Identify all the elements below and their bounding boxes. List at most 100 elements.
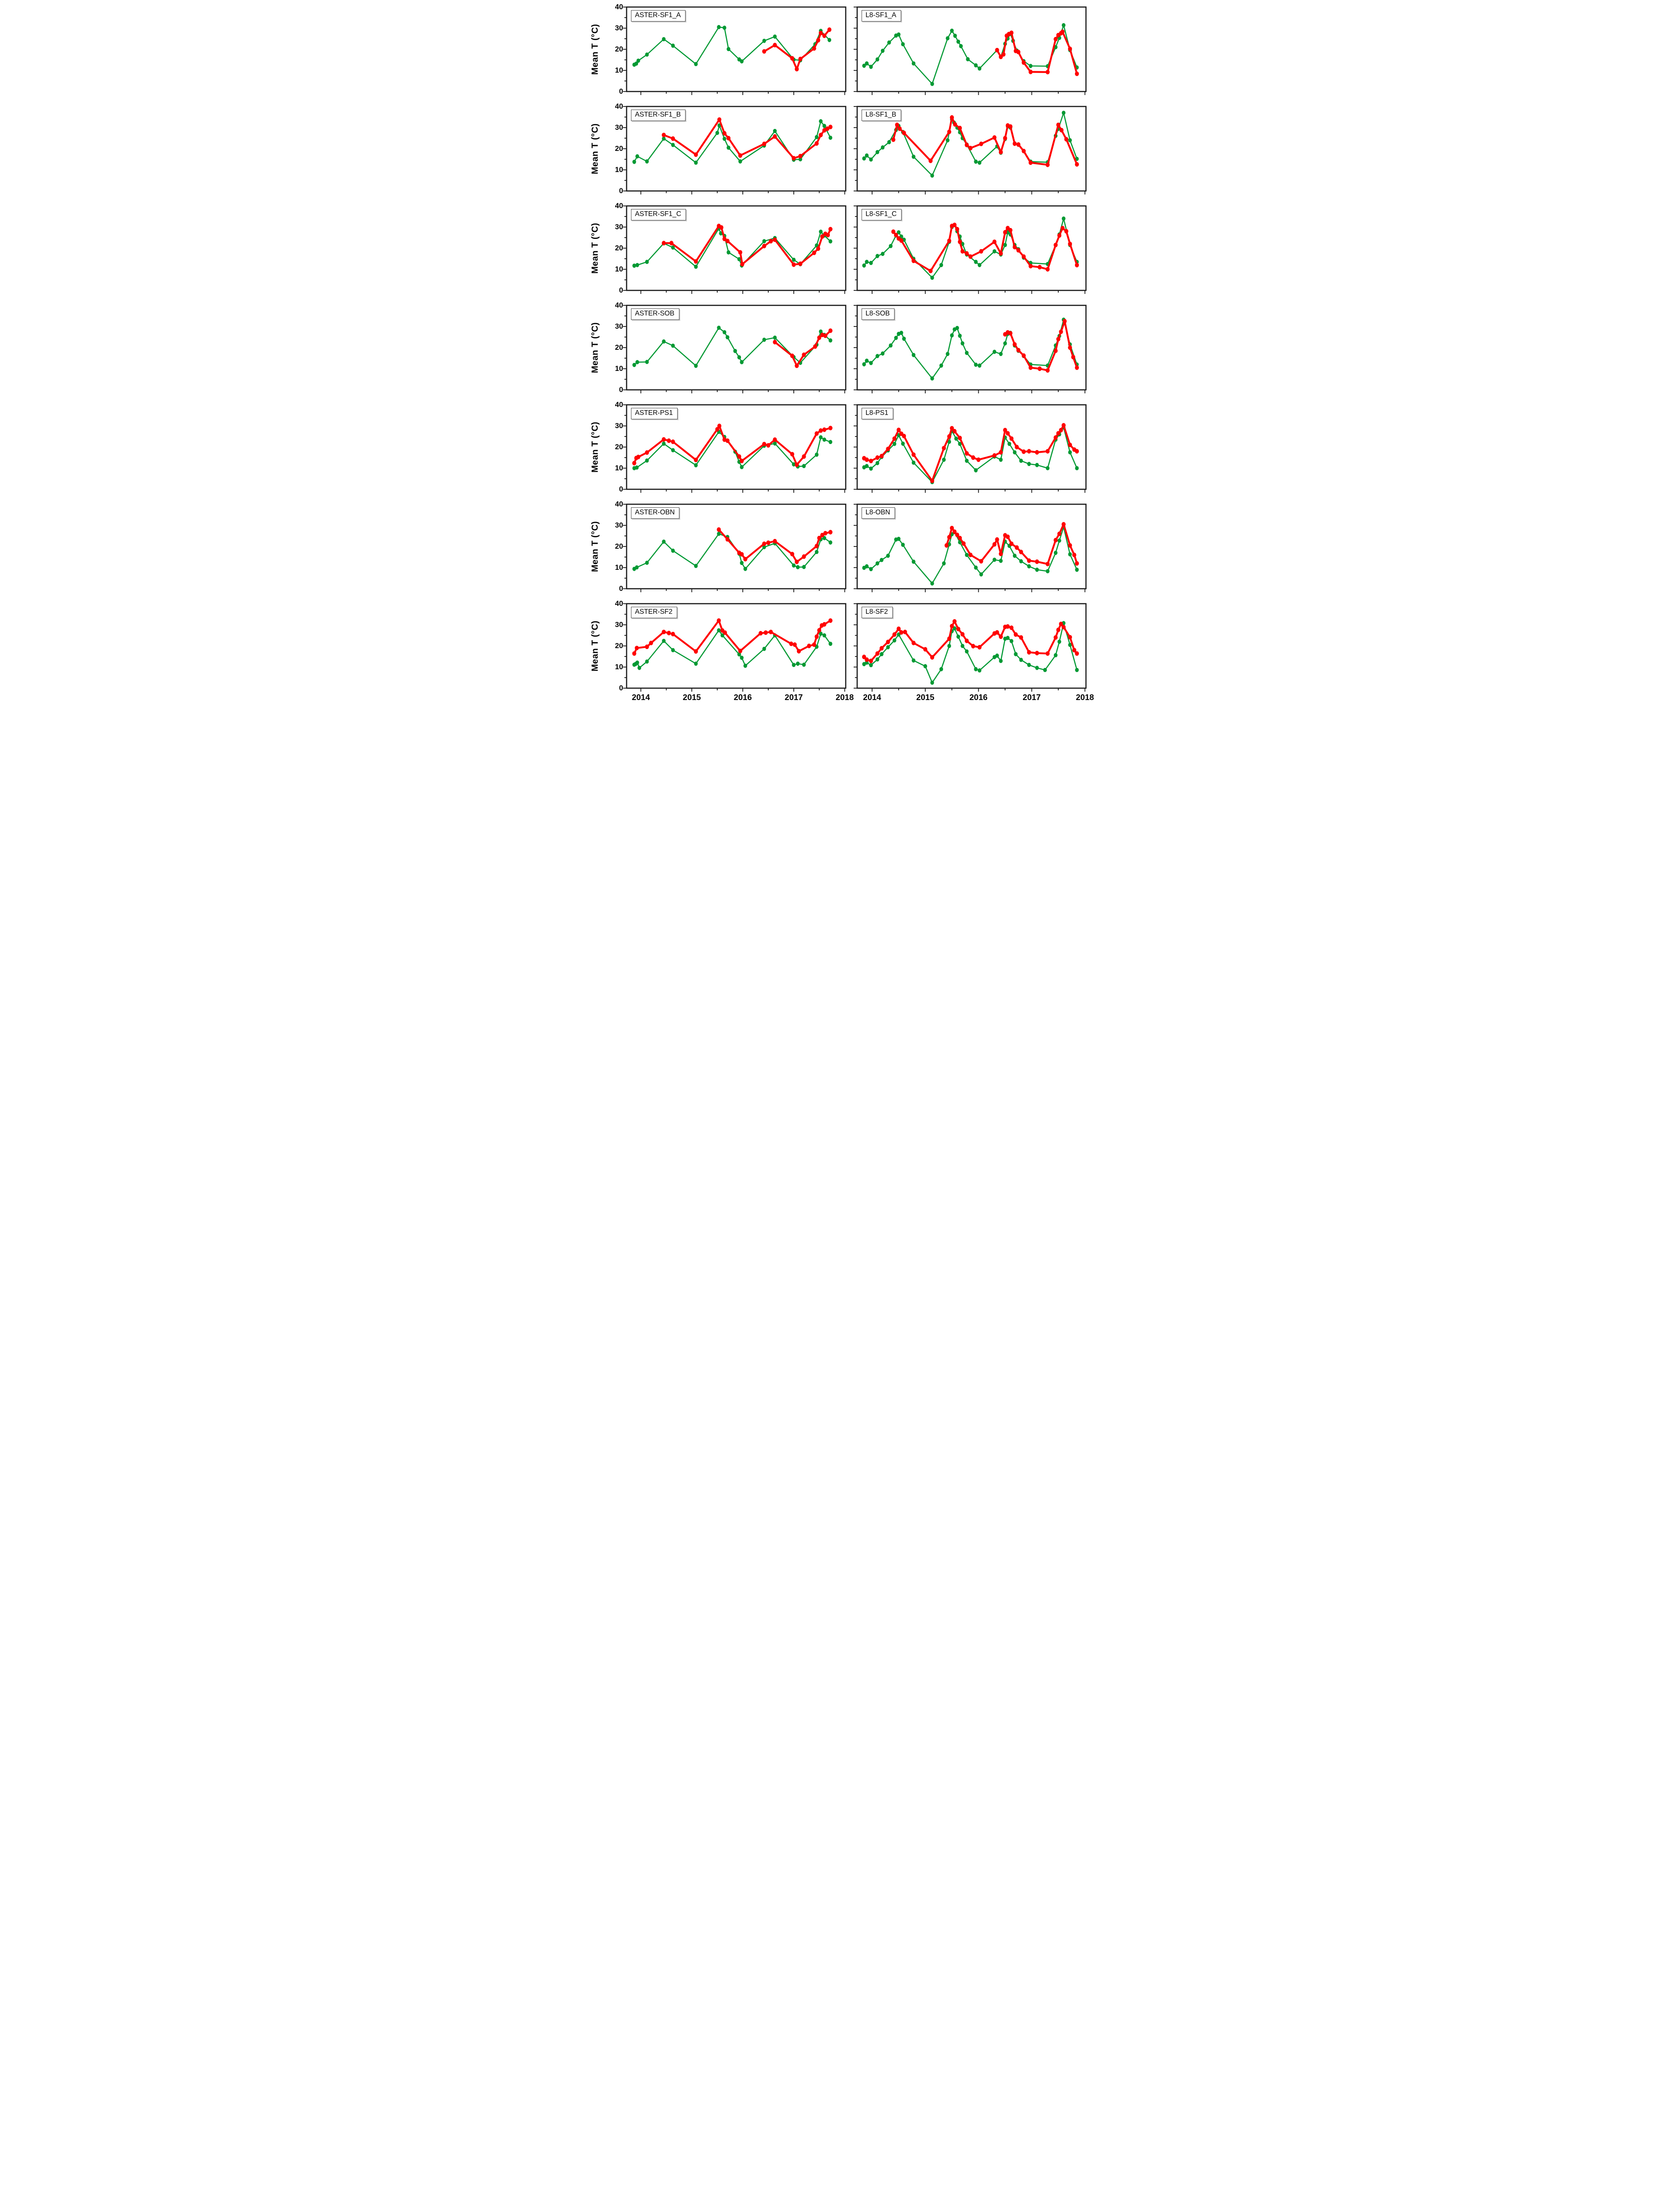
- red-series-point: [717, 117, 722, 122]
- y-tick-label: 0: [619, 585, 623, 593]
- green-series-point: [912, 658, 916, 663]
- green-series-point: [819, 631, 823, 636]
- red-series-line: [763, 29, 830, 70]
- green-series-point: [959, 44, 963, 48]
- red-series-point: [632, 651, 636, 656]
- green-series-point: [635, 263, 639, 268]
- red-series-point: [976, 457, 981, 462]
- red-series-point: [1060, 29, 1065, 34]
- red-series-point: [950, 623, 954, 629]
- green-series-point: [671, 44, 675, 48]
- green-series-point: [880, 351, 885, 356]
- green-series-point: [645, 659, 649, 664]
- red-series-point: [766, 443, 770, 448]
- red-series-point: [1021, 254, 1026, 259]
- green-series-line: [863, 25, 1078, 84]
- green-series-point: [798, 157, 803, 161]
- chart-panel: L8-SF1_B: [854, 106, 1087, 194]
- green-series-point: [645, 159, 649, 164]
- red-series-point: [1071, 355, 1075, 359]
- red-series-point: [1061, 423, 1066, 428]
- green-series-point: [965, 458, 969, 463]
- red-series-point: [995, 537, 999, 542]
- green-series-point: [953, 33, 957, 38]
- red-series-point: [1053, 242, 1058, 247]
- chart-canvas: [854, 6, 1087, 95]
- red-series-point: [725, 238, 730, 243]
- axis-ticks: [623, 603, 845, 692]
- green-series-point: [912, 154, 916, 159]
- red-series-point: [773, 539, 777, 544]
- red-series-point: [971, 455, 976, 460]
- red-series-point: [792, 262, 796, 267]
- green-series-point: [694, 363, 698, 368]
- green-series-point: [829, 136, 833, 140]
- green-series-point: [1043, 667, 1047, 672]
- red-series-point: [1075, 263, 1079, 268]
- green-series-point: [974, 363, 978, 367]
- red-series-point: [1028, 160, 1033, 165]
- green-series-point: [965, 649, 969, 654]
- green-series-point: [955, 326, 959, 330]
- red-series-point: [1075, 449, 1079, 454]
- chart-canvas: [623, 503, 847, 592]
- red-series-point: [891, 229, 895, 234]
- red-series-point: [1059, 428, 1063, 433]
- green-series-point: [694, 564, 698, 568]
- red-series-point: [952, 529, 957, 534]
- chart-panel: ASTER-SF2: [623, 603, 847, 692]
- red-series-point: [828, 425, 833, 430]
- red-series-point: [743, 557, 748, 561]
- red-series-point: [998, 450, 1003, 455]
- chart-panel: ASTER-PS1: [623, 404, 847, 493]
- red-series-point: [723, 630, 727, 635]
- green-series-point: [894, 336, 898, 340]
- green-series-point: [762, 646, 766, 651]
- red-series-point: [947, 129, 951, 134]
- panel-label: ASTER-SF2: [631, 607, 678, 618]
- red-series-point: [725, 537, 730, 542]
- green-series-point: [694, 264, 698, 269]
- red-series-point: [903, 630, 907, 634]
- red-series-point: [886, 639, 890, 645]
- red-series-point: [979, 559, 983, 564]
- red-series-point: [950, 526, 954, 531]
- green-series-point: [862, 156, 866, 161]
- green-series-point: [880, 48, 885, 53]
- green-series-point: [939, 263, 943, 268]
- y-tick-label: 40: [615, 103, 623, 110]
- green-series-point: [942, 458, 946, 462]
- green-series-point: [875, 561, 880, 566]
- red-series-point: [865, 457, 869, 462]
- red-series-point: [992, 453, 997, 458]
- green-series-point: [1027, 462, 1031, 466]
- red-series-point: [1035, 651, 1039, 656]
- green-series-point: [822, 633, 826, 638]
- red-series-point: [1063, 319, 1067, 324]
- red-series-point: [818, 132, 823, 137]
- red-series-point: [1015, 545, 1019, 550]
- red-series-point: [792, 642, 797, 647]
- green-series-point: [645, 359, 649, 364]
- green-series-point: [912, 353, 916, 357]
- green-series-point: [875, 57, 880, 62]
- red-series-point: [957, 436, 962, 440]
- panel-label: L8-SF1_B: [862, 110, 901, 121]
- chart-canvas: [854, 603, 1087, 692]
- chart-panel: ASTER-SF1_A: [623, 6, 847, 95]
- green-series-point: [743, 664, 747, 668]
- red-series-point: [790, 552, 794, 557]
- red-series-point: [961, 541, 966, 546]
- green-series-point: [974, 667, 978, 671]
- green-series-point: [869, 663, 873, 667]
- green-series-point: [1027, 564, 1031, 568]
- red-series-point: [693, 458, 698, 462]
- red-series-point: [693, 649, 698, 654]
- red-series-point: [738, 250, 742, 255]
- x-tick-label: 2018: [836, 693, 854, 702]
- red-series-point: [1075, 71, 1079, 76]
- green-series-point: [977, 668, 982, 673]
- red-series-point: [1009, 625, 1014, 630]
- red-series-point: [947, 535, 951, 540]
- red-series-point: [1015, 444, 1019, 450]
